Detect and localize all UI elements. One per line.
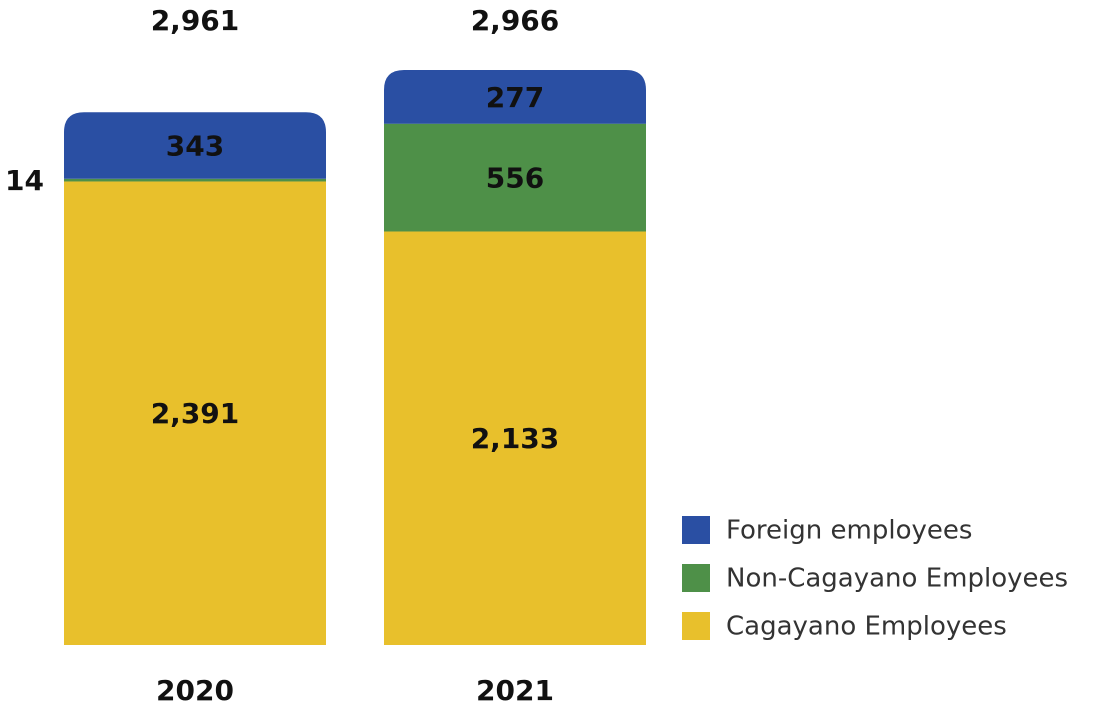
data-label: 277 [486, 81, 544, 114]
data-label: 2,133 [471, 422, 560, 455]
legend-swatch [682, 564, 710, 592]
x-tick-label: 2020 [156, 674, 234, 707]
bar-segment [384, 70, 646, 124]
bar-segment [64, 112, 326, 179]
bar-segment [64, 178, 326, 182]
data-label: 556 [486, 162, 544, 195]
legend-swatch [682, 516, 710, 544]
data-label: 14 [5, 164, 44, 197]
bar-segment [384, 231, 646, 646]
legend-swatch [682, 612, 710, 640]
legend-label: Cagayano Employees [726, 612, 1007, 642]
data-label: 343 [166, 130, 224, 163]
data-label: 2,391 [151, 397, 240, 430]
x-tick-label: 2021 [476, 674, 554, 707]
bar-segment [384, 123, 646, 232]
total-label: 2,966 [471, 4, 560, 37]
total-label: 2,961 [151, 4, 240, 37]
legend-label: Foreign employees [726, 516, 972, 546]
legend-label: Non-Cagayano Employees [726, 564, 1068, 594]
bar-segment [64, 181, 326, 645]
